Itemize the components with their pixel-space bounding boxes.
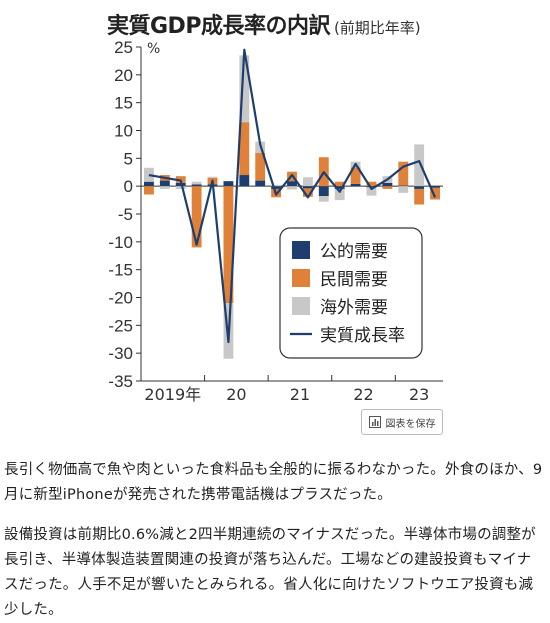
bar-segment — [318, 186, 329, 197]
bar-segment — [175, 186, 186, 189]
bar-segment — [255, 152, 266, 181]
y-tick-label: -35 — [108, 372, 133, 391]
bar-segment — [430, 198, 440, 201]
y-tick-label: 5 — [124, 149, 133, 168]
bar-segment — [350, 183, 361, 187]
bar-segment — [144, 167, 154, 182]
bar-segment — [239, 122, 250, 176]
bar-segment — [159, 186, 170, 189]
bar-segment — [191, 181, 202, 185]
chart-canvas: 25 20 15 10 5 0 -5 -10 -15 -20 -25 -30 -35% 2019年 20 21… — [108, 38, 443, 404]
article-paragraph: 長引く物価高で魚や肉といった食料品も全般的に振るわなかった。外食のほか、9月に新… — [4, 462, 543, 503]
bar-segment — [350, 167, 361, 184]
bar-segment — [302, 188, 313, 197]
bar-segment — [255, 180, 266, 187]
bar-segment — [207, 176, 218, 178]
legend-label: 実質成長率 — [320, 326, 405, 346]
bar-segment — [334, 188, 345, 201]
y-tick-label: 0 — [124, 177, 133, 196]
bar-segment — [398, 185, 409, 187]
bar-segment — [382, 182, 393, 187]
x-tick-label: 20 — [226, 385, 246, 404]
bar-segment — [239, 175, 250, 187]
chart-figure: 実質GDP成長率の内訳 (前期比年率) 25 20 15 10 5 0 -5 -10 -15 -20… — [107, 8, 443, 435]
bar-segment — [382, 186, 393, 189]
bar-segment — [223, 181, 234, 187]
chart-title: 実質GDP成長率の内訳 — [107, 14, 330, 39]
legend-label: 民間需要 — [320, 270, 388, 290]
bar-segment — [414, 186, 425, 189]
bar-segment — [366, 186, 377, 188]
article-paragraph: 設備投資は前期比0.6%減と2四半期連続のマイナスだった。半導体市場の調整が長引… — [4, 527, 536, 618]
chart-icon — [368, 416, 381, 428]
x-tick-label: 21 — [290, 385, 310, 404]
bar-segment — [287, 186, 297, 190]
legend-box — [279, 227, 423, 359]
legend-swatch — [292, 269, 310, 287]
x-tick-label: 2019年 — [144, 385, 201, 404]
y-tick-label: 20 — [114, 66, 133, 85]
bar-segment — [414, 188, 425, 205]
legend-label: 海外需要 — [320, 298, 388, 318]
bar-segment — [414, 144, 425, 187]
bar-segment — [366, 187, 377, 196]
y-tick-label: -10 — [108, 233, 133, 252]
bar-segment — [144, 181, 154, 187]
bar-segment — [430, 187, 440, 199]
y-tick-label: 10 — [114, 122, 133, 141]
bar-segment — [287, 181, 297, 187]
y-tick-label: -15 — [108, 261, 133, 280]
bar-segment — [302, 186, 313, 189]
bar-segment — [398, 186, 409, 193]
bar-segment — [302, 177, 313, 187]
growth-rate-line — [148, 48, 437, 344]
bar-segment — [159, 180, 170, 187]
bar-segment — [191, 184, 202, 187]
bar-segment — [223, 186, 234, 304]
x-tick-label: 22 — [353, 385, 373, 404]
save-chart-button[interactable]: 図表を保存 — [361, 409, 443, 435]
bar-segment — [430, 186, 440, 188]
y-tick-label: -5 — [118, 205, 133, 224]
y-tick-label: -30 — [108, 344, 133, 363]
y-tick-label: -20 — [108, 289, 133, 308]
save-chart-label: 図表を保存 — [385, 418, 436, 430]
y-axis-unit: % — [147, 41, 160, 57]
y-tick-label: 25 — [114, 38, 133, 57]
bar-segment — [334, 181, 345, 187]
bar-segment — [318, 196, 329, 202]
bar-segment — [144, 186, 154, 195]
x-tick-label: 23 — [409, 385, 429, 404]
chart-title-block: 実質GDP成長率の内訳 (前期比年率) — [107, 8, 421, 40]
bar-segment — [271, 185, 282, 187]
legend-label: 公的需要 — [320, 242, 388, 262]
bar-segment — [271, 186, 282, 189]
bar-segment — [191, 186, 202, 248]
y-tick-label: -25 — [108, 316, 133, 335]
legend-swatch — [292, 241, 310, 259]
bar-segment — [366, 181, 377, 187]
bar-segment — [398, 161, 409, 186]
bar-segment — [239, 55, 250, 123]
y-tick-label: 15 — [114, 94, 133, 113]
chart-subtitle: (前期比年率) — [333, 19, 421, 37]
bar-segment — [334, 186, 345, 189]
legend-swatch — [292, 297, 310, 315]
